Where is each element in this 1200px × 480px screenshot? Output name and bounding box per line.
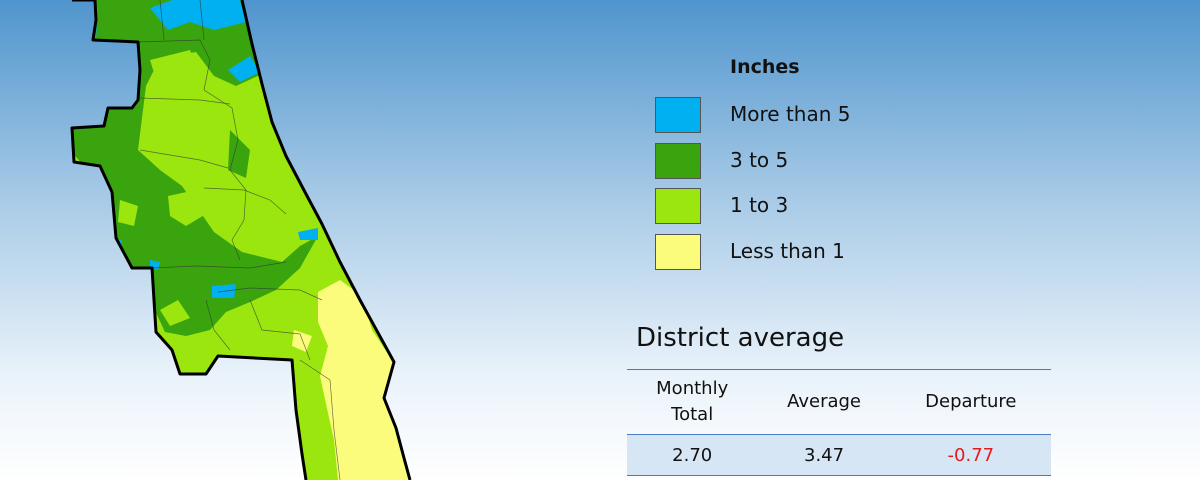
average-value: 3.47 bbox=[757, 434, 891, 476]
header-monthly-total: Monthly Total bbox=[627, 369, 758, 435]
legend-label: Less than 1 bbox=[730, 239, 845, 263]
legend-swatch bbox=[655, 143, 701, 179]
departure-value: -0.77 bbox=[890, 434, 1051, 476]
monthly-total-value: 2.70 bbox=[627, 434, 758, 476]
rainfall-zones bbox=[72, 0, 410, 480]
zone-more-than-5 bbox=[298, 228, 318, 240]
legend-swatch bbox=[655, 188, 701, 224]
county-lines bbox=[137, 0, 341, 480]
zone-1-to-3 bbox=[160, 300, 190, 326]
legend-label: 3 to 5 bbox=[730, 148, 789, 172]
header-departure: Departure bbox=[890, 369, 1051, 435]
header-monthly-total-line2: Total bbox=[671, 404, 714, 425]
header-average: Average bbox=[757, 369, 891, 435]
legend-label: More than 5 bbox=[730, 102, 851, 126]
zone-1-to-3 bbox=[150, 50, 200, 100]
table-row: 2.70 3.47 -0.77 bbox=[627, 434, 1051, 476]
zone-more-than-5 bbox=[150, 0, 246, 30]
district-average-table: Monthly Total Average Departure 2.70 3.4… bbox=[627, 369, 1051, 476]
legend-swatch bbox=[655, 234, 701, 270]
zone-less-than-1 bbox=[318, 280, 410, 480]
zone-1-to-3 bbox=[168, 190, 206, 226]
header-monthly-total-line1: Monthly bbox=[656, 378, 729, 399]
legend-swatch bbox=[655, 97, 701, 133]
zone-more-than-5 bbox=[228, 56, 260, 82]
district-outline bbox=[70, 0, 308, 480]
district-average-title: District average bbox=[636, 323, 845, 353]
zone-less-than-1 bbox=[292, 330, 312, 352]
coastline bbox=[240, 0, 412, 480]
rainfall-map bbox=[70, 0, 412, 480]
table-header-row: Monthly Total Average Departure bbox=[627, 369, 1051, 435]
zone-1-to-3 bbox=[118, 200, 138, 226]
legend-title: Inches bbox=[730, 56, 800, 78]
legend-label: 1 to 3 bbox=[730, 193, 789, 217]
zone-3-to-5 bbox=[228, 130, 250, 178]
